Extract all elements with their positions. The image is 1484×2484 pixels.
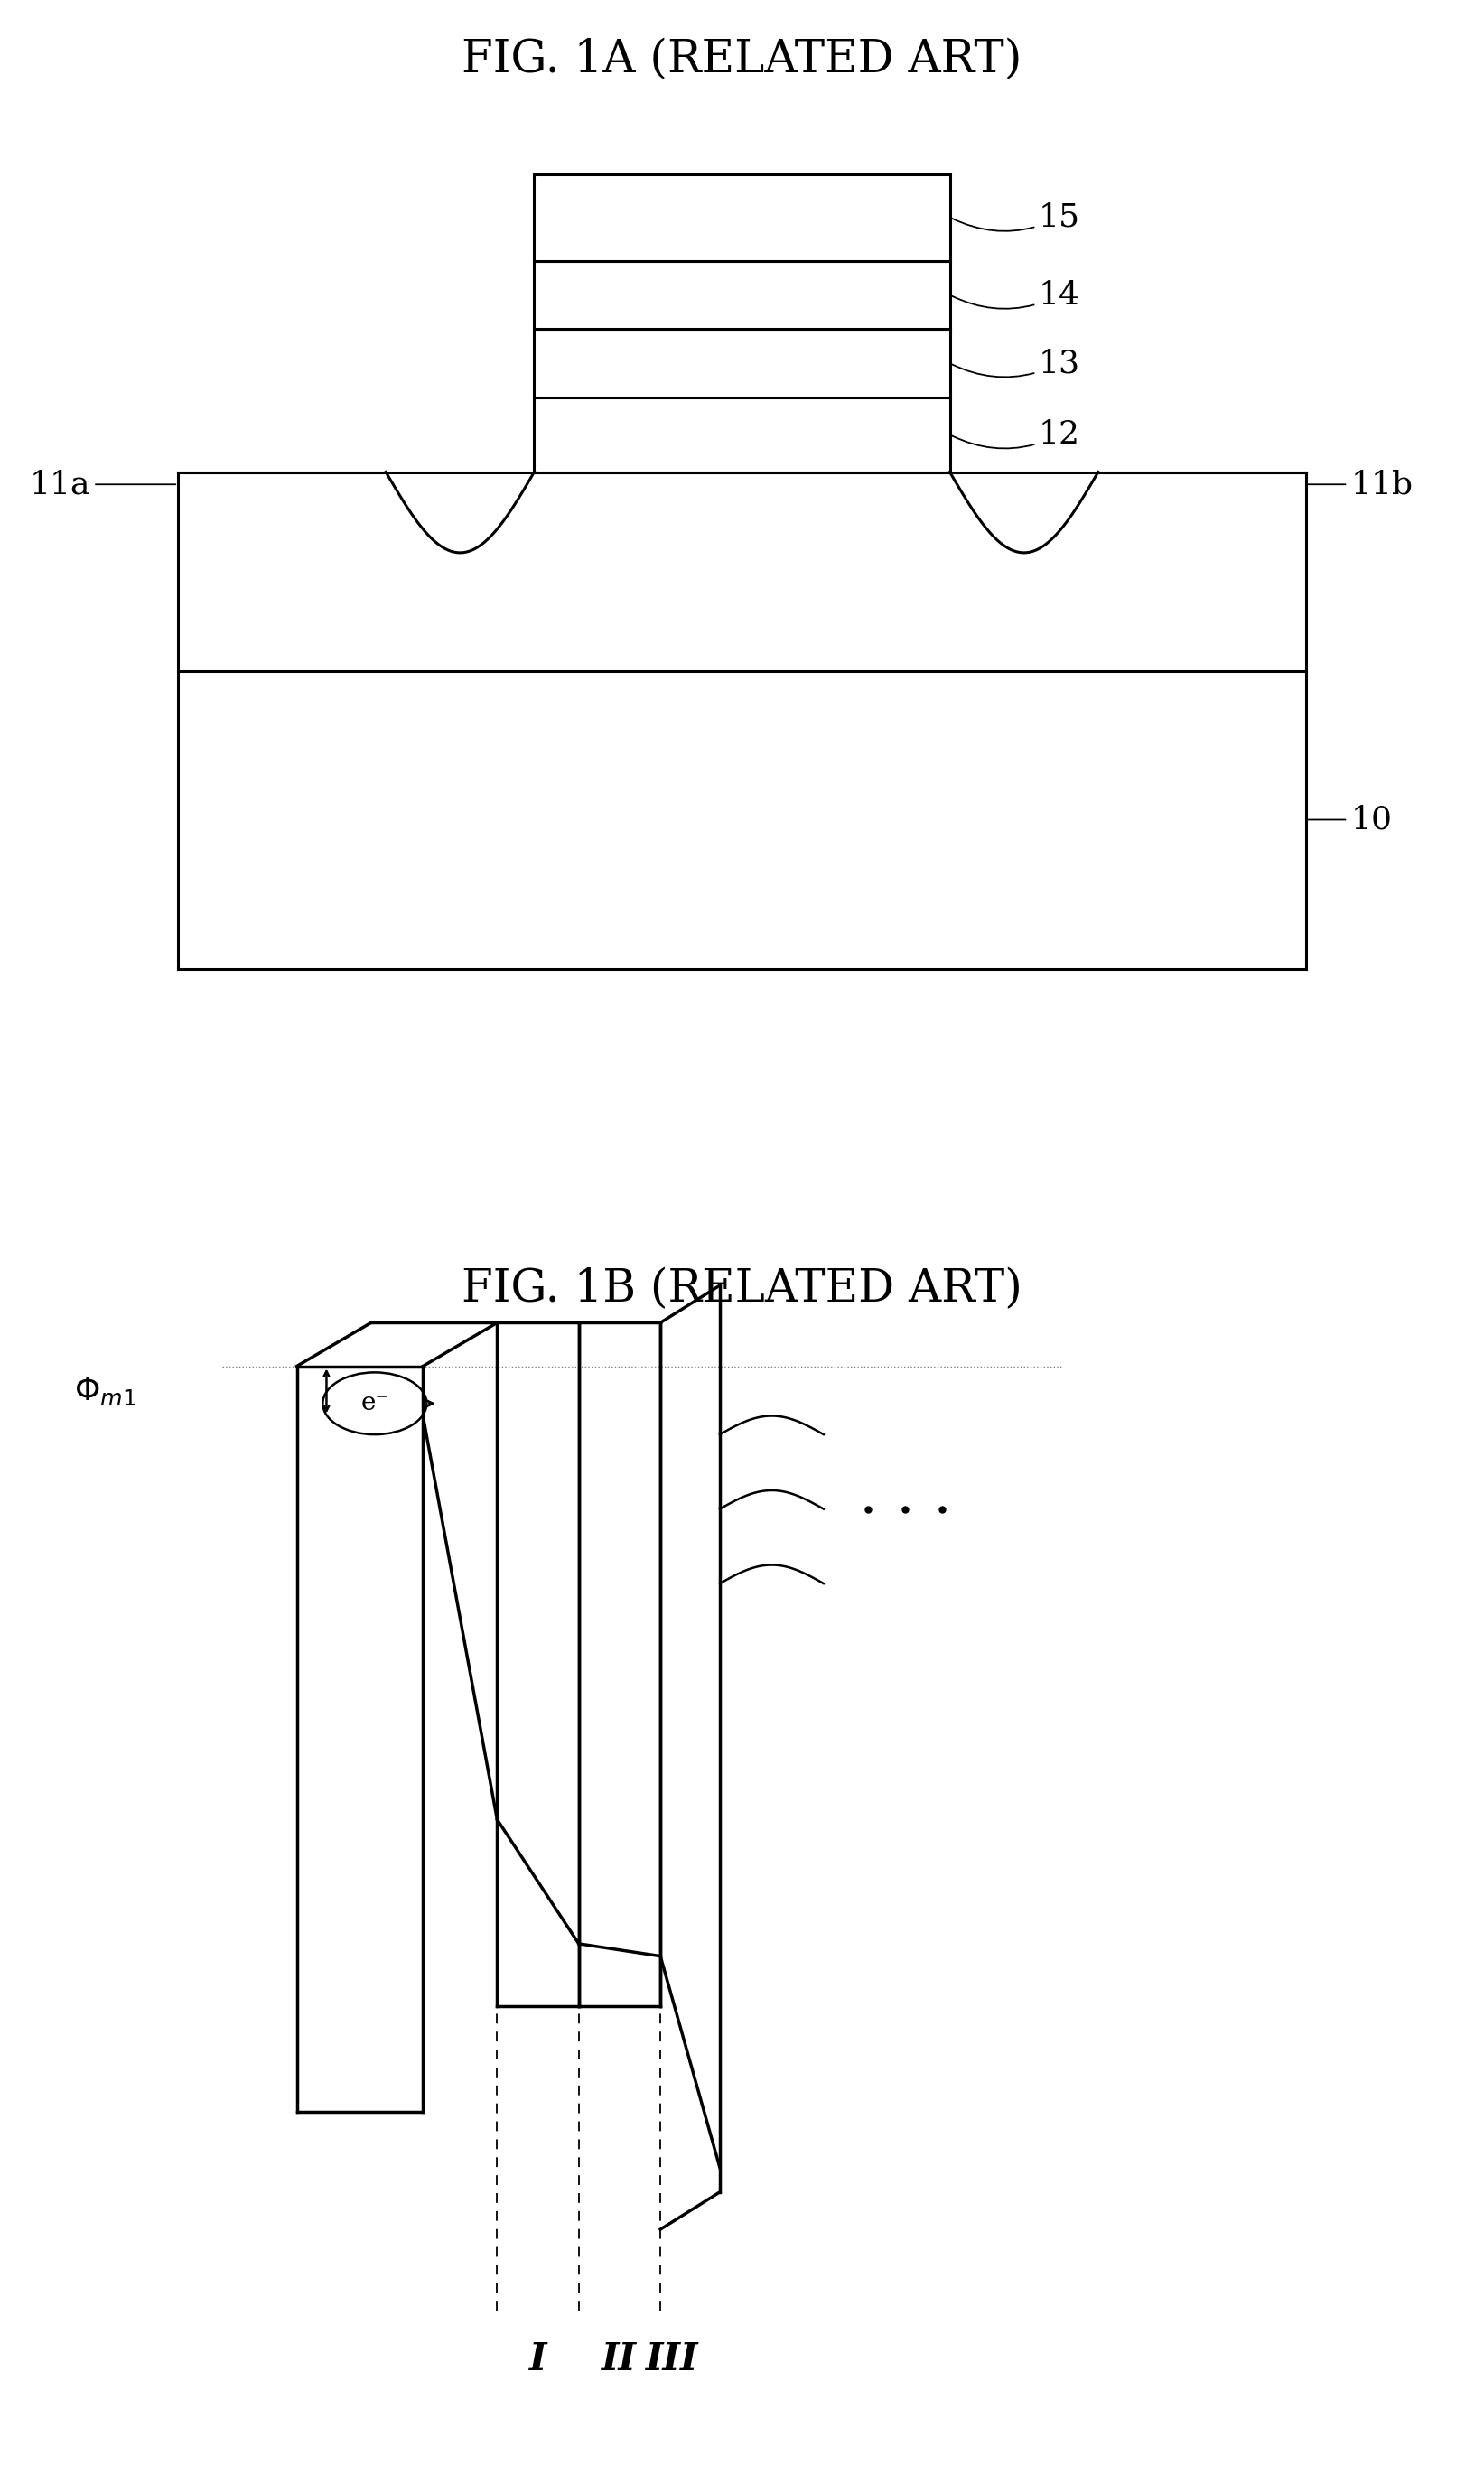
Text: 13: 13 bbox=[953, 348, 1080, 378]
Text: FIG. 1A (RELATED ART): FIG. 1A (RELATED ART) bbox=[462, 37, 1022, 82]
Text: 15: 15 bbox=[953, 201, 1080, 233]
Text: II: II bbox=[603, 2340, 637, 2380]
Text: III: III bbox=[646, 2340, 699, 2380]
Bar bbox=[534, 397, 950, 472]
Text: $\Phi_{m1}$: $\Phi_{m1}$ bbox=[74, 1374, 137, 1408]
Text: 12: 12 bbox=[953, 420, 1080, 450]
Bar bbox=[534, 174, 950, 261]
Bar bbox=[534, 330, 950, 397]
Text: 14: 14 bbox=[953, 281, 1080, 310]
Text: 11b: 11b bbox=[1309, 469, 1413, 499]
Text: e⁻: e⁻ bbox=[361, 1391, 389, 1416]
Text: 11a: 11a bbox=[30, 469, 175, 499]
Text: I: I bbox=[530, 2340, 546, 2380]
Bar bbox=[534, 261, 950, 330]
Text: FIG. 1B (RELATED ART): FIG. 1B (RELATED ART) bbox=[462, 1267, 1022, 1312]
Text: 10: 10 bbox=[1309, 805, 1392, 835]
